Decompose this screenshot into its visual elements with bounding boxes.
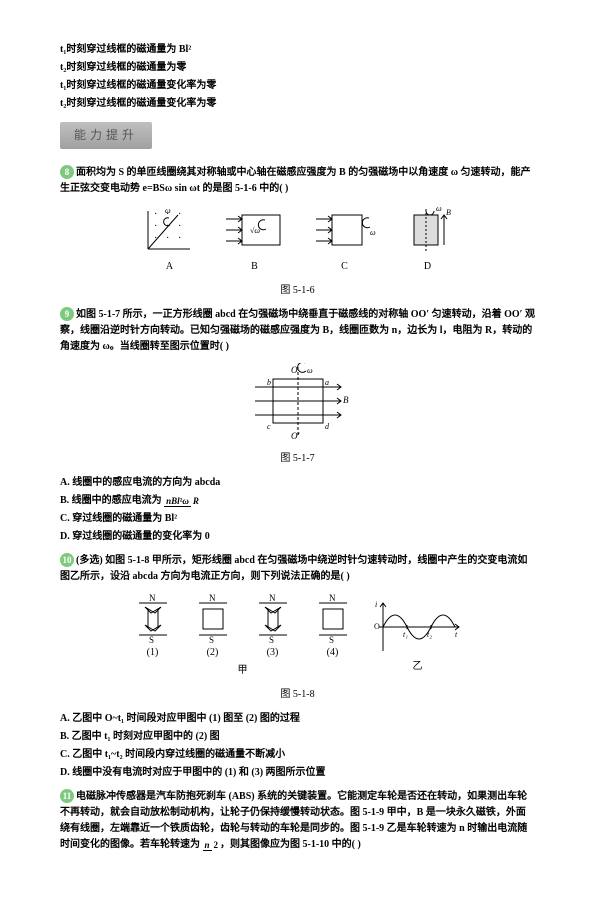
q8-cap: 图 5-1-6 — [60, 283, 535, 299]
svg-text:B: B — [446, 208, 451, 217]
svg-text:ω: ω — [370, 228, 376, 237]
q9-figure: O ω B b a c d O′ — [60, 363, 535, 443]
svg-text:ω: ω — [307, 366, 313, 375]
q9-text: 如图 5-1-7 所示，一正方形线圈 abcd 在匀强磁场中绕垂直于磁感线的对称… — [60, 309, 535, 352]
q10-cap: 图 5-1-8 — [60, 687, 535, 703]
svg-text:·: · — [154, 209, 157, 220]
svg-text:O: O — [291, 365, 298, 375]
q10-text: (多选) 如图 5-1-8 甲所示，矩形线圈 abcd 在匀强磁场中绕逆时针匀速… — [60, 555, 527, 582]
svg-text:S: S — [329, 635, 334, 643]
q8-lc: C — [310, 259, 380, 275]
q9-oc: C. 穿过线圈的磁通量为 Bl² — [60, 511, 535, 527]
svg-text:ω: ω — [165, 206, 171, 215]
q10-ob: B. 乙图中 t₁ 时刻对应甲图中的 (2) 图 — [60, 729, 535, 745]
q9-badge: 9 — [60, 307, 74, 321]
svg-text:c: c — [267, 422, 271, 431]
svg-text:ω: ω — [436, 205, 442, 213]
q8-text: 面积均为 S 的单匝线圈绕其对称轴或中心轴在磁感应强度为 B 的匀强磁场中以角速… — [60, 167, 531, 194]
q9-oa: A. 线圈中的感应电流的方向为 abcda — [60, 475, 535, 491]
opt-d: t₂时刻穿过线框的磁通量变化率为零 — [60, 96, 535, 112]
opt-b: t₂时刻穿过线框的磁通量为零 — [60, 60, 535, 76]
section-tag: 能力提升 — [60, 122, 152, 149]
q8-lb: B — [220, 259, 290, 275]
svg-text:a: a — [325, 378, 329, 387]
svg-text:N: N — [149, 593, 156, 603]
svg-text:t: t — [455, 630, 458, 639]
svg-text:S: S — [269, 635, 274, 643]
q10-oc: C. 乙图中 t₁~t₂ 时间段内穿过线圈的磁通量不断减小 — [60, 747, 535, 763]
q8-figure: ··· ··· ··· ω A √ω — [60, 205, 535, 275]
svg-text:S: S — [209, 635, 214, 643]
q8-badge: 8 — [60, 165, 74, 179]
svg-text:·: · — [166, 221, 169, 232]
q10-oa: A. 乙图中 O~t₁ 时间段对应甲图中 (1) 图至 (2) 图的过程 — [60, 711, 535, 727]
q10-s3: (3) — [253, 645, 293, 661]
svg-text:i: i — [375, 600, 377, 609]
q9-ob: B. 线圈中的感应电流为 nBl²ωR — [60, 493, 535, 509]
opt-c: t₁时刻穿过线框的磁通量变化率为零 — [60, 78, 535, 94]
svg-text:N: N — [209, 593, 216, 603]
q11-badge: 11 — [60, 789, 74, 803]
svg-text:B: B — [343, 395, 349, 405]
q10-s2: (2) — [193, 645, 233, 661]
svg-text:·: · — [178, 233, 181, 244]
svg-text:S: S — [149, 635, 154, 643]
svg-text:d: d — [325, 422, 330, 431]
svg-text:·: · — [154, 221, 157, 232]
q10-row-yi: 乙 — [373, 659, 463, 675]
q8-prompt: 8面积均为 S 的单匝线圈绕其对称轴或中心轴在磁感应强度为 B 的匀强磁场中以角… — [60, 165, 535, 197]
svg-text:·: · — [178, 221, 181, 232]
q9-prompt: 9如图 5-1-7 所示，一正方形线圈 abcd 在匀强磁场中绕垂直于磁感线的对… — [60, 307, 535, 355]
q10-s4: (4) — [313, 645, 353, 661]
svg-text:O: O — [374, 622, 380, 631]
svg-text:·: · — [178, 209, 181, 220]
svg-text:t₁: t₁ — [403, 630, 408, 639]
q9-od: D. 穿过线圈的磁通量的变化率为 0 — [60, 529, 535, 545]
svg-text:·: · — [166, 233, 169, 244]
svg-text:t₂: t₂ — [427, 630, 432, 639]
svg-text:b: b — [267, 378, 271, 387]
q8-la: A — [140, 259, 200, 275]
q8-ld: D — [400, 259, 456, 275]
q10-s1: (1) — [133, 645, 173, 661]
q10-figure: N S (1) N — [60, 593, 535, 679]
q11-prompt: 11电磁脉冲传感器是汽车防抱死刹车 (ABS) 系统的关键装置。它能测定车轮是否… — [60, 789, 535, 853]
opt-a: t₁时刻穿过线框的磁通量为 Bl² — [60, 42, 535, 58]
q10-badge: 10 — [60, 553, 74, 567]
svg-text:N: N — [329, 593, 336, 603]
q10-row-jia: 甲 — [133, 663, 353, 679]
svg-text:O′: O′ — [291, 431, 300, 441]
svg-text:·: · — [154, 233, 157, 244]
q11-text2: ，则其图像应为图 5-1-10 中的( ) — [220, 839, 361, 850]
q9-cap: 图 5-1-7 — [60, 451, 535, 467]
q10-prompt: 10(多选) 如图 5-1-8 甲所示，矩形线圈 abcd 在匀强磁场中绕逆时针… — [60, 553, 535, 585]
svg-text:N: N — [269, 593, 276, 603]
q10-od: D. 线圈中没有电流时对应于甲图中的 (1) 和 (3) 两图所示位置 — [60, 765, 535, 781]
